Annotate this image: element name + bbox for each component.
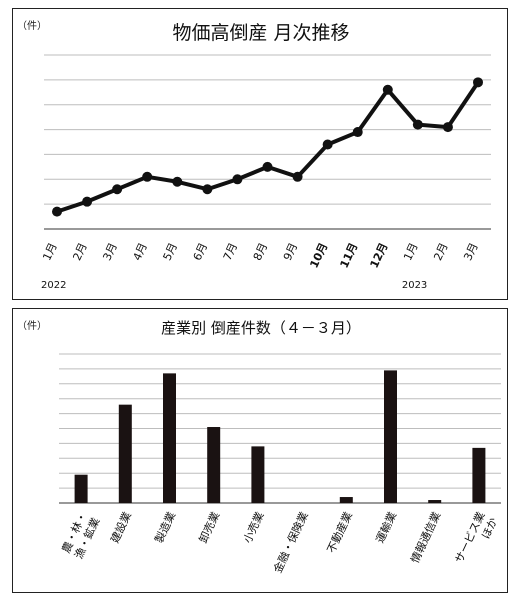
line-chart-point [172, 176, 183, 187]
bar-chart-category-line: 製造業 [152, 509, 179, 545]
bar-chart-category-text: 製造業 [152, 509, 179, 545]
line-chart-year-label: 2023 [402, 280, 427, 291]
bar-chart-category-label: 金融・保険業 [270, 509, 311, 575]
line-chart-gridlines [44, 54, 491, 205]
line-chart-point [352, 127, 363, 138]
line-chart-x-tick-label: 1月 [401, 241, 420, 263]
line-chart-point [292, 171, 303, 182]
bar-chart-category-label: 建設業 [107, 509, 134, 545]
bar [384, 370, 397, 503]
bar-chart-category-label: 運輸業 [373, 509, 400, 545]
line-chart-x-tick-label: 2月 [70, 241, 89, 263]
bar-chart-category-text: 運輸業 [373, 509, 400, 545]
bar-chart-category-line: 不動産業 [324, 509, 355, 555]
bar-chart-category-text: 金融・保険業 [270, 509, 311, 575]
line-chart: 物価高倒産 月次推移 （件） 1月 2月 3月 4月 5月 6月 7月 8月 9月 10月 11月 1… [17, 20, 491, 291]
bar [251, 446, 265, 503]
bar-chart-category-label: 小売業 [241, 510, 267, 545]
bar [339, 497, 353, 503]
bar-chart-category-text: 農・林・漁・鉱業 [59, 509, 103, 561]
line-chart-x-tick-label: 11月 [338, 241, 361, 270]
bar-chart-category-text: 不動産業 [324, 509, 355, 555]
line-chart-x-tick-label: 7月 [221, 241, 240, 263]
bar-chart-category-label: 情報通信業 [408, 510, 443, 565]
bar-chart-category-line: 小売業 [241, 510, 267, 545]
bar-chart-title: 産業別 倒産件数（４－３月） [161, 319, 361, 337]
bar [472, 447, 486, 503]
line-chart-x-tick-label: 4月 [131, 241, 150, 263]
line-chart-point [262, 161, 273, 172]
line-chart-point [442, 122, 453, 133]
line-chart-x-tick-label: 5月 [161, 241, 180, 263]
line-chart-point [82, 196, 93, 207]
line-chart-x-tick-label: 3月 [461, 241, 480, 263]
bar [163, 373, 176, 503]
bar-chart: 産業別 倒産件数（４－３月） （件） 農・林・漁・鉱業 建設業 製造業 卸売業 小売業金… [17, 319, 501, 575]
line-chart-year-label: 2022 [41, 280, 66, 291]
bar-chart-category-line: 運輸業 [373, 509, 400, 545]
bar-chart-category-line: 金融・保険業 [270, 509, 311, 575]
line-chart-point [473, 77, 483, 88]
line-chart-x-tick-label: 8月 [251, 241, 270, 263]
bar-chart-category-text: 小売業 [241, 510, 267, 545]
line-chart-point [322, 139, 333, 150]
line-chart-title: 物価高倒産 月次推移 [172, 22, 349, 44]
bar-chart-category-label: 農・林・漁・鉱業 [59, 509, 103, 561]
bar [74, 474, 88, 503]
line-chart-point [142, 171, 153, 182]
line-chart-x-tick-label: 3月 [100, 241, 119, 263]
line-chart-point [112, 184, 123, 195]
line-chart-x-tick-label: 6月 [191, 241, 210, 263]
line-chart-x-tick-label: 10月 [307, 241, 330, 270]
bar-chart-category-line: 建設業 [107, 509, 134, 545]
bar-chart-category-text: 情報通信業 [408, 510, 443, 565]
line-chart-point [412, 119, 423, 130]
bar-chart-gridlines [59, 353, 501, 504]
bar-chart-category-label: サービス業ほか [453, 510, 501, 571]
line-chart-point [202, 184, 213, 195]
line-chart-point [52, 206, 62, 217]
bar [207, 427, 221, 503]
bar-chart-unit-label: （件） [17, 320, 47, 332]
line-chart-point [382, 84, 393, 95]
line-chart-x-tick-label: 9月 [281, 241, 300, 263]
bar-chart-category-label: 製造業 [152, 509, 179, 545]
bar-chart-panel: 産業別 倒産件数（４－３月） （件） 農・林・漁・鉱業 建設業 製造業 卸売業 小売業金… [12, 308, 508, 593]
bar-chart-category-text: サービス業ほか [453, 510, 501, 571]
line-chart-x-tick-label: 2月 [431, 241, 450, 263]
bar-chart-category-line: 情報通信業 [408, 510, 443, 565]
line-chart-panel: 物価高倒産 月次推移 （件） 1月 2月 3月 4月 5月 6月 7月 8月 9月 10月 11月 1… [12, 8, 508, 300]
bar [428, 500, 442, 503]
bar [118, 404, 132, 503]
line-chart-unit-label: （件） [17, 20, 47, 32]
bar-chart-category-line: 卸売業 [196, 509, 223, 545]
bar-chart-category-text: 建設業 [107, 509, 134, 545]
line-chart-x-tick-label: 12月 [368, 241, 391, 270]
bar-chart-category-label: 不動産業 [324, 509, 355, 555]
line-chart-point [232, 174, 243, 185]
bar-chart-category-text: 卸売業 [196, 509, 223, 545]
bar-chart-category-label: 卸売業 [196, 509, 223, 545]
line-chart-x-tick-label: 1月 [40, 241, 59, 263]
